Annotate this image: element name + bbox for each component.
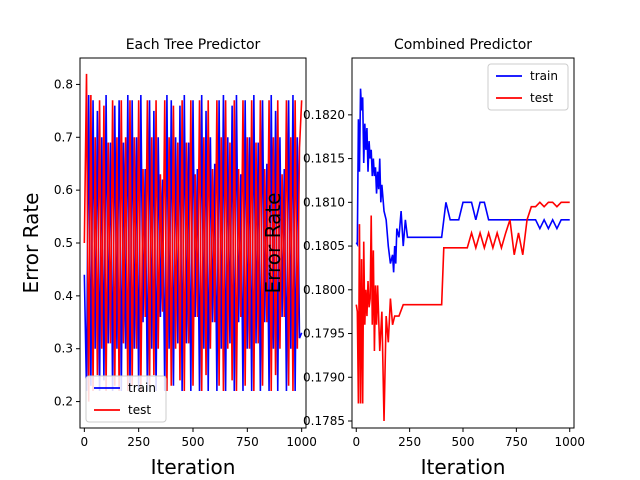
y-tick-label: 0.8 <box>54 77 73 91</box>
x-tick-label: 500 <box>452 435 475 449</box>
legend-label: train <box>128 381 156 395</box>
y-axis-label: Error Rate <box>19 193 43 294</box>
x-axis-label: Iteration <box>151 455 236 479</box>
y-axis-label: Error Rate <box>261 193 285 294</box>
series-line-train <box>355 88 570 273</box>
y-tick-label: 0.1820 <box>303 108 345 122</box>
y-tick-label: 0.1800 <box>303 283 345 297</box>
legend: train test <box>487 63 569 111</box>
x-tick-label: 0 <box>352 435 360 449</box>
x-tick-label: 1000 <box>554 435 585 449</box>
chart-title: Each Tree Predictor <box>126 37 261 53</box>
y-tick-label: 0.6 <box>54 183 73 197</box>
chart-panel-2: 0 250 500 750 1000 0.1785 0.1790 0.1795 0.1800 0.… <box>261 37 585 479</box>
series-line-test <box>355 201 570 422</box>
y-tick-label: 0.1785 <box>303 414 345 428</box>
y-tick-label: 0.3 <box>54 342 73 356</box>
y-tick-label: 0.4 <box>54 289 73 303</box>
x-tick-label: 750 <box>505 435 528 449</box>
y-tick-label: 0.1790 <box>303 370 345 384</box>
legend-label: test <box>128 403 151 417</box>
x-tick-label: 1000 <box>286 435 317 449</box>
y-tick-label: 0.1805 <box>303 239 345 253</box>
y-tick-label: 0.7 <box>54 130 73 144</box>
y-tick-label: 0.5 <box>54 236 73 250</box>
x-tick-label: 250 <box>127 435 150 449</box>
y-tick-label: 0.1795 <box>303 327 345 341</box>
y-tick-label: 0.1810 <box>303 195 345 209</box>
legend-label: train <box>530 69 558 83</box>
y-tick-label: 0.1815 <box>303 152 345 166</box>
x-tick-label: 0 <box>81 435 89 449</box>
x-tick-label: 250 <box>398 435 421 449</box>
legend-label: test <box>530 91 553 105</box>
chart-panel-1: 0 250 500 750 1000 0.2 0.3 0.4 0.5 0.6 0.7 0.8 Each … <box>19 37 317 479</box>
legend: train test <box>85 375 167 423</box>
x-tick-label: 750 <box>236 435 259 449</box>
series-line-test <box>83 73 303 402</box>
chart-title: Combined Predictor <box>394 37 532 53</box>
y-tick-label: 0.2 <box>54 395 73 409</box>
x-tick-label: 500 <box>182 435 205 449</box>
x-axis-label: Iteration <box>421 455 506 479</box>
